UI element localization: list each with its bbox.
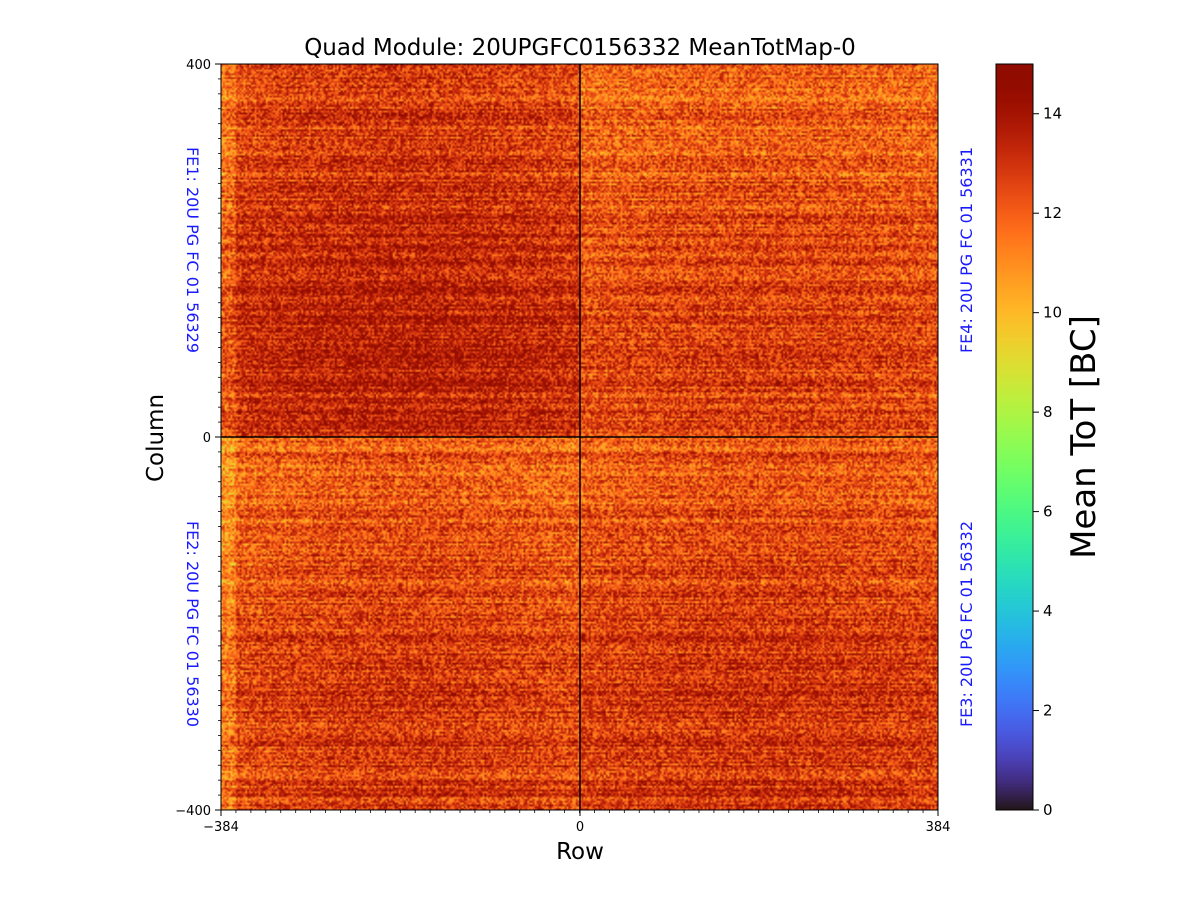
colorbar-tick: 0: [1033, 801, 1053, 819]
colorbar-tick-label: 14: [1043, 105, 1062, 123]
x-tick-label: −384: [203, 820, 239, 835]
colorbar-tick: 2: [1033, 702, 1053, 720]
colorbar-tick: 6: [1033, 503, 1053, 521]
colorbar-label: Mean ToT [BC]: [1064, 315, 1104, 559]
colorbar-tick: 14: [1033, 105, 1062, 123]
y-tick-label: 0: [203, 431, 211, 446]
y-tick-label: −400: [175, 804, 211, 819]
fe1-label: FE1: 20U PG FC 01 56329: [183, 147, 202, 353]
fe4-label: FE4: 20U PG FC 01 56331: [957, 147, 976, 353]
chart-title: Quad Module: 20UPGFC0156332 MeanTotMap-0: [304, 35, 856, 61]
colorbar-tick: 4: [1033, 602, 1053, 620]
colorbar-ticks: 0 2 4 6 8 10 12 14: [1033, 105, 1062, 819]
fe2-label: FE2: 20U PG FC 01 56330: [183, 521, 202, 727]
colorbar-frame: [995, 63, 1034, 811]
colorbar-tick: 10: [1033, 304, 1062, 322]
colorbar-gradient: [996, 64, 1033, 810]
colorbar-tick-label: 2: [1043, 702, 1053, 720]
colorbar-tick: 12: [1033, 204, 1062, 222]
minor-ticks: [218, 63, 939, 813]
colorbar-tick-label: 10: [1043, 304, 1062, 322]
colorbar-tick: 8: [1033, 403, 1053, 421]
x-axis-label: Row: [556, 839, 604, 865]
colorbar-tick-label: 12: [1043, 204, 1062, 222]
y-tick-label: 400: [186, 58, 211, 73]
y-axis-label: Column: [143, 394, 169, 482]
colorbar-tick-label: 8: [1043, 403, 1053, 421]
fe3-label: FE3: 20U PG FC 01 56332: [957, 521, 976, 727]
colorbar-tick-label: 6: [1043, 503, 1053, 521]
colorbar-tick-label: 0: [1043, 801, 1053, 819]
x-tick-label: 384: [926, 820, 951, 835]
colorbar-tick-label: 4: [1043, 602, 1053, 620]
x-tick-label: 0: [576, 820, 584, 835]
